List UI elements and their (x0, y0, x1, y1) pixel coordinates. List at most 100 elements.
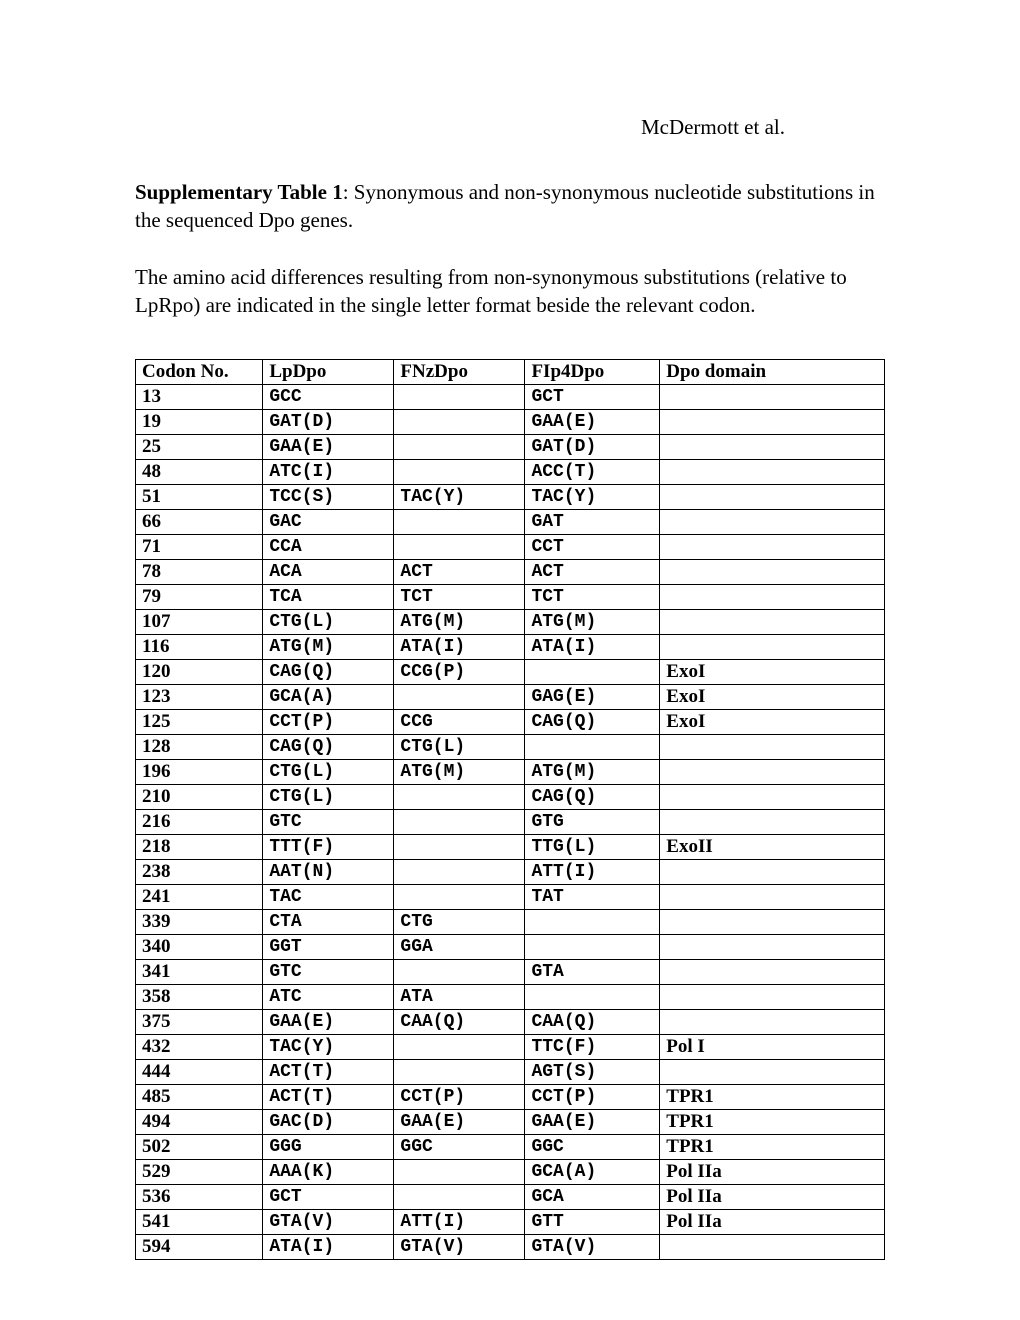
lpdpo-cell: CTG(L) (263, 760, 394, 785)
lpdpo-cell: AAT(N) (263, 860, 394, 885)
table-row: 107CTG(L)ATG(M)ATG(M) (136, 610, 885, 635)
fip4dpo-cell: GAT(D) (525, 435, 660, 460)
column-header: FNzDpo (394, 360, 525, 385)
codon-number-cell: 594 (136, 1235, 263, 1260)
table-row: 210CTG(L) CAG(Q) (136, 785, 885, 810)
fnzdpo-cell (394, 960, 525, 985)
fnzdpo-cell: CCG (394, 710, 525, 735)
codon-number-cell: 485 (136, 1085, 263, 1110)
codon-number-cell: 241 (136, 885, 263, 910)
lpdpo-cell: CCA (263, 535, 394, 560)
domain-cell (660, 1235, 885, 1260)
codon-number-cell: 210 (136, 785, 263, 810)
table-row: 238AAT(N) ATT(I) (136, 860, 885, 885)
codon-number-cell: 25 (136, 435, 263, 460)
lpdpo-cell: ATA(I) (263, 1235, 394, 1260)
fnzdpo-cell (394, 860, 525, 885)
fnzdpo-cell: ATG(M) (394, 760, 525, 785)
codon-number-cell: 48 (136, 460, 263, 485)
fnzdpo-cell: GGC (394, 1135, 525, 1160)
fnzdpo-cell (394, 885, 525, 910)
table-row: 444ACT(T)AGT(S) (136, 1060, 885, 1085)
codon-number-cell: 238 (136, 860, 263, 885)
lpdpo-cell: GTC (263, 960, 394, 985)
lpdpo-cell: GAC(D) (263, 1110, 394, 1135)
lpdpo-cell: GCA(A) (263, 685, 394, 710)
codon-number-cell: 529 (136, 1160, 263, 1185)
lpdpo-cell: GAA(E) (263, 1010, 394, 1035)
lpdpo-cell: CTG(L) (263, 785, 394, 810)
codon-number-cell: 71 (136, 535, 263, 560)
fip4dpo-cell: TAT (525, 885, 660, 910)
table-row: 339CTACTG (136, 910, 885, 935)
fnzdpo-cell (394, 410, 525, 435)
fip4dpo-cell (525, 735, 660, 760)
fip4dpo-cell (525, 985, 660, 1010)
domain-cell: ExoI (660, 710, 885, 735)
table-row: 358ATCATA (136, 985, 885, 1010)
fnzdpo-cell (394, 510, 525, 535)
table-row: 241TACTAT (136, 885, 885, 910)
domain-cell (660, 585, 885, 610)
codon-number-cell: 341 (136, 960, 263, 985)
fip4dpo-cell: GTG (525, 810, 660, 835)
table-row: 218TTT(F)TTG(L)ExoII (136, 835, 885, 860)
fip4dpo-cell: ATA(I) (525, 635, 660, 660)
table-row: 541GTA(V)ATT(I)GTTPol IIa (136, 1210, 885, 1235)
lpdpo-cell: GCC (263, 385, 394, 410)
fip4dpo-cell: GAA(E) (525, 410, 660, 435)
domain-cell (660, 910, 885, 935)
column-header: Codon No. (136, 360, 263, 385)
codon-number-cell: 107 (136, 610, 263, 635)
domain-cell (660, 535, 885, 560)
fip4dpo-cell (525, 935, 660, 960)
table-description: The amino acid differences resulting fro… (135, 263, 885, 320)
domain-cell (660, 410, 885, 435)
fip4dpo-cell: TTC(F) (525, 1035, 660, 1060)
lpdpo-cell: ATG(M) (263, 635, 394, 660)
codon-number-cell: 340 (136, 935, 263, 960)
fnzdpo-cell (394, 1185, 525, 1210)
domain-cell: TPR1 (660, 1110, 885, 1135)
table-row: 123GCA(A)GAG(E)ExoI (136, 685, 885, 710)
table-row: 128CAG(Q)CTG(L) (136, 735, 885, 760)
fip4dpo-cell: CAG(Q) (525, 710, 660, 735)
codon-number-cell: 375 (136, 1010, 263, 1035)
codon-number-cell: 358 (136, 985, 263, 1010)
column-header: Dpo domain (660, 360, 885, 385)
table-row: 216GTCGTG (136, 810, 885, 835)
fnzdpo-cell (394, 685, 525, 710)
lpdpo-cell: CAG(Q) (263, 735, 394, 760)
fip4dpo-cell: CCT(P) (525, 1085, 660, 1110)
table-row: 125CCT(P)CCGCAG(Q)ExoI (136, 710, 885, 735)
fip4dpo-cell: GCA (525, 1185, 660, 1210)
lpdpo-cell: ACA (263, 560, 394, 585)
fip4dpo-cell: GTA (525, 960, 660, 985)
lpdpo-cell: CTA (263, 910, 394, 935)
domain-cell (660, 985, 885, 1010)
table-row: 341GTC GTA (136, 960, 885, 985)
codon-number-cell: 123 (136, 685, 263, 710)
domain-cell (660, 460, 885, 485)
fnzdpo-cell (394, 1035, 525, 1060)
codon-number-cell: 125 (136, 710, 263, 735)
fip4dpo-cell: ATT(I) (525, 860, 660, 885)
fnzdpo-cell: ATA (394, 985, 525, 1010)
fnzdpo-cell: ATA(I) (394, 635, 525, 660)
domain-cell: Pol IIa (660, 1210, 885, 1235)
codon-number-cell: 218 (136, 835, 263, 860)
table-title: Supplementary Table 1: Synonymous and no… (135, 178, 885, 235)
fnzdpo-cell (394, 435, 525, 460)
codon-number-cell: 128 (136, 735, 263, 760)
lpdpo-cell: ATC(I) (263, 460, 394, 485)
domain-cell (660, 785, 885, 810)
fip4dpo-cell: CAG(Q) (525, 785, 660, 810)
codon-number-cell: 78 (136, 560, 263, 585)
fip4dpo-cell: TCT (525, 585, 660, 610)
codon-number-cell: 13 (136, 385, 263, 410)
table-row: 25GAA(E)GAT(D) (136, 435, 885, 460)
fnzdpo-cell (394, 385, 525, 410)
table-row: 66GACGAT (136, 510, 885, 535)
fip4dpo-cell: GTT (525, 1210, 660, 1235)
domain-cell (660, 860, 885, 885)
